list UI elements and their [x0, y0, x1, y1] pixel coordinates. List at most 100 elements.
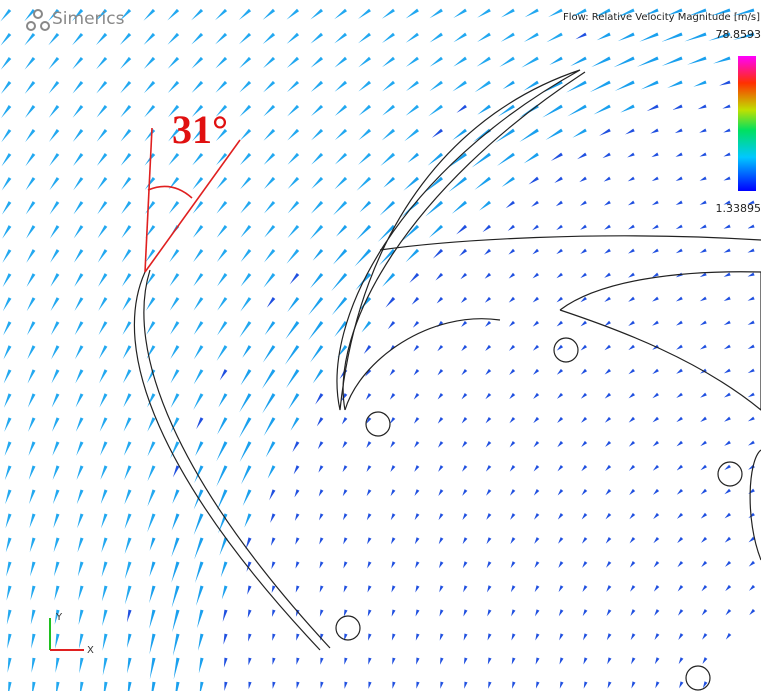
velocity-arrow — [381, 32, 395, 43]
velocity-arrow — [461, 441, 468, 448]
velocity-arrow — [383, 176, 396, 188]
velocity-arrow — [296, 633, 300, 641]
velocity-arrow — [628, 464, 636, 471]
velocity-arrow — [437, 417, 444, 424]
velocity-arrow — [627, 176, 635, 182]
velocity-arrow — [315, 393, 324, 405]
velocity-arrow — [509, 416, 516, 424]
velocity-arrow — [334, 128, 348, 141]
velocity-arrow — [428, 224, 444, 238]
velocity-arrow — [0, 8, 12, 22]
velocity-arrow — [272, 681, 276, 689]
velocity-arrow — [53, 561, 60, 577]
velocity-arrow — [295, 561, 300, 569]
velocity-arrow — [532, 248, 539, 255]
velocity-arrow — [702, 681, 708, 689]
velocity-arrow — [242, 345, 252, 358]
angle-annotation — [144, 127, 241, 273]
velocity-arrow — [359, 200, 372, 213]
velocity-arrow — [366, 441, 372, 448]
velocity-arrow — [509, 368, 516, 376]
velocity-arrow — [429, 80, 443, 92]
velocity-arrow — [363, 345, 372, 354]
velocity-arrow — [749, 608, 756, 616]
velocity-arrow — [170, 345, 180, 359]
velocity-arrow — [196, 585, 204, 606]
velocity-arrow — [631, 657, 636, 665]
velocity-arrow — [217, 321, 228, 336]
velocity-arrow — [652, 416, 660, 423]
velocity-arrow — [24, 105, 36, 118]
velocity-arrow — [381, 128, 396, 141]
velocity-arrow — [52, 489, 60, 505]
velocity-arrow — [581, 537, 588, 544]
velocity-arrow — [461, 392, 468, 400]
velocity-arrow — [241, 465, 252, 485]
velocity-arrow — [654, 657, 660, 665]
velocity-arrow — [676, 344, 683, 350]
velocity-arrow — [509, 440, 516, 448]
velocity-arrow — [248, 681, 252, 690]
velocity-arrow — [51, 393, 60, 408]
velocity-arrow — [652, 440, 660, 447]
velocity-arrow — [247, 609, 252, 619]
velocity-arrow — [556, 344, 564, 351]
velocity-arrow — [238, 8, 252, 21]
velocity-arrow — [661, 32, 683, 42]
velocity-arrow — [120, 80, 132, 94]
velocity-arrow — [654, 633, 660, 641]
velocity-arrow — [461, 344, 468, 352]
velocity-arrow — [102, 633, 108, 651]
velocity-arrow — [171, 513, 180, 531]
velocity-arrow — [414, 537, 420, 545]
reference-line — [144, 127, 153, 273]
velocity-arrow — [723, 152, 731, 157]
velocity-arrow — [310, 8, 324, 20]
blade — [559, 271, 761, 411]
velocity-arrow — [678, 633, 684, 640]
velocity-arrow — [295, 585, 300, 593]
velocity-arrow — [413, 393, 420, 400]
velocity-arrow — [191, 8, 204, 21]
velocity-arrow — [487, 609, 492, 617]
velocity-arrow — [532, 296, 540, 303]
velocity-arrow — [192, 128, 204, 142]
color-bar — [738, 56, 756, 191]
velocity-arrow — [72, 32, 84, 46]
velocity-arrow — [485, 320, 492, 327]
velocity-arrow — [462, 465, 468, 472]
velocity-arrow — [262, 56, 276, 69]
velocity-arrow — [316, 417, 324, 427]
velocity-arrow — [296, 681, 300, 689]
velocity-arrow — [216, 345, 228, 361]
velocity-arrow — [390, 513, 396, 521]
velocity-arrow — [1, 105, 12, 119]
velocity-arrow — [24, 81, 36, 94]
velocity-arrow — [1, 201, 12, 215]
velocity-arrow — [149, 657, 156, 680]
velocity-arrow — [75, 369, 84, 384]
velocity-arrow — [101, 585, 108, 602]
velocity-arrow — [580, 392, 588, 399]
velocity-arrow — [572, 128, 587, 138]
velocity-arrow — [549, 56, 563, 65]
velocity-arrow — [145, 225, 156, 239]
velocity-arrow — [240, 369, 252, 386]
velocity-arrow — [195, 561, 204, 584]
velocity-arrow — [271, 585, 276, 594]
velocity-arrow — [216, 152, 228, 166]
velocity-arrow — [528, 176, 539, 185]
velocity-arrow — [485, 392, 492, 400]
velocity-arrow — [509, 344, 516, 351]
velocity-arrow — [50, 297, 60, 312]
velocity-arrow — [245, 537, 252, 550]
blade-edge — [749, 449, 761, 561]
velocity-arrow — [98, 297, 108, 311]
velocity-arrow — [100, 441, 108, 456]
velocity-arrow — [54, 585, 60, 601]
velocity-arrow — [382, 80, 395, 92]
velocity-arrow — [2, 273, 12, 288]
velocity-arrow — [78, 633, 84, 650]
velocity-arrow — [192, 176, 204, 190]
blade-edge — [143, 269, 331, 649]
